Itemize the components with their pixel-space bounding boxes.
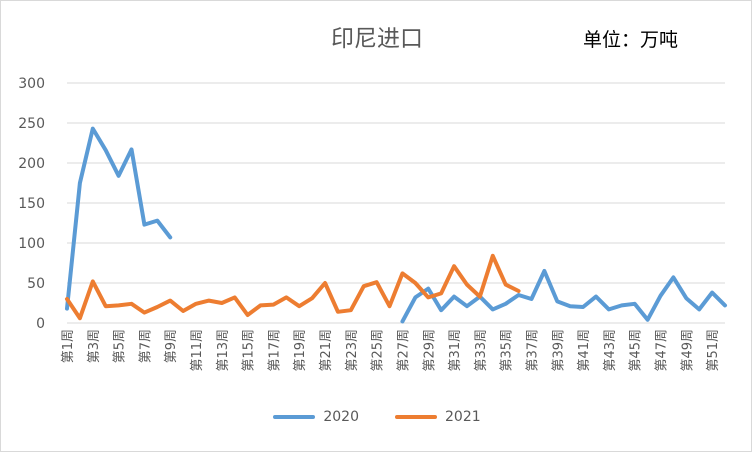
x-tick-label: 第43周 (603, 329, 618, 372)
x-tick-label: 第1周 (61, 329, 76, 363)
x-tick-label: 第23周 (345, 329, 360, 372)
x-tick-label: 第13周 (216, 329, 231, 372)
legend-item-2020: 2020 (273, 409, 359, 425)
x-tick-label: 第19周 (293, 329, 308, 372)
y-tick-label: 0 (36, 316, 45, 332)
x-tick-label: 第7周 (138, 329, 153, 363)
x-tick-label: 第11周 (190, 329, 205, 372)
x-tick-label: 第37周 (525, 329, 540, 372)
x-tick-label: 第29周 (422, 329, 437, 372)
unit-label: 单位：万吨 (583, 29, 679, 51)
y-axis-ticks: 0 50 100 150 200 250 300 (18, 76, 45, 332)
legend-label-2020: 2020 (323, 409, 359, 425)
series-line-2020 (65, 126, 727, 324)
legend: 2020 2021 (1, 409, 752, 425)
x-tick-label: 第49周 (680, 329, 695, 372)
legend-label-2021: 2021 (445, 409, 481, 425)
x-axis-ticks: 第1周 第3周 第5周 第7周 第9周 第11周 第13周 第15周 第17周 第19周 第21周第… (61, 329, 721, 372)
series-line-2021 (65, 253, 521, 321)
legend-swatch-2020 (273, 415, 316, 419)
y-tick-label: 300 (18, 76, 45, 92)
chart-title: 印尼进口 (331, 26, 423, 52)
legend-item-2021: 2021 (395, 409, 481, 425)
y-tick-label: 250 (18, 116, 45, 132)
y-tick-label: 100 (18, 236, 45, 252)
x-tick-label: 第21周 (319, 329, 334, 372)
y-tick-label: 150 (18, 196, 45, 212)
x-tick-label: 第35周 (500, 329, 515, 372)
x-tick-label: 第51周 (706, 329, 721, 372)
series-lines (65, 126, 727, 324)
x-tick-label: 第39周 (551, 329, 566, 372)
x-tick-label: 第33周 (474, 329, 489, 372)
y-tick-label: 50 (27, 276, 45, 292)
x-tick-label: 第17周 (267, 329, 282, 372)
legend-swatch-2021 (395, 415, 437, 419)
x-tick-label: 第31周 (448, 329, 463, 372)
x-tick-label: 第5周 (113, 329, 128, 363)
x-tick-label: 第47周 (654, 329, 669, 372)
x-tick-label: 第25周 (371, 329, 386, 372)
x-tick-label: 第3周 (87, 329, 102, 363)
x-tick-label: 第41周 (577, 329, 592, 372)
x-tick-label: 第15周 (242, 329, 257, 372)
x-tick-label: 第9周 (164, 329, 179, 363)
gridlines (67, 82, 725, 324)
x-tick-label: 第27周 (396, 329, 411, 372)
x-tick-label: 第45周 (629, 329, 644, 372)
y-tick-label: 200 (18, 156, 45, 172)
